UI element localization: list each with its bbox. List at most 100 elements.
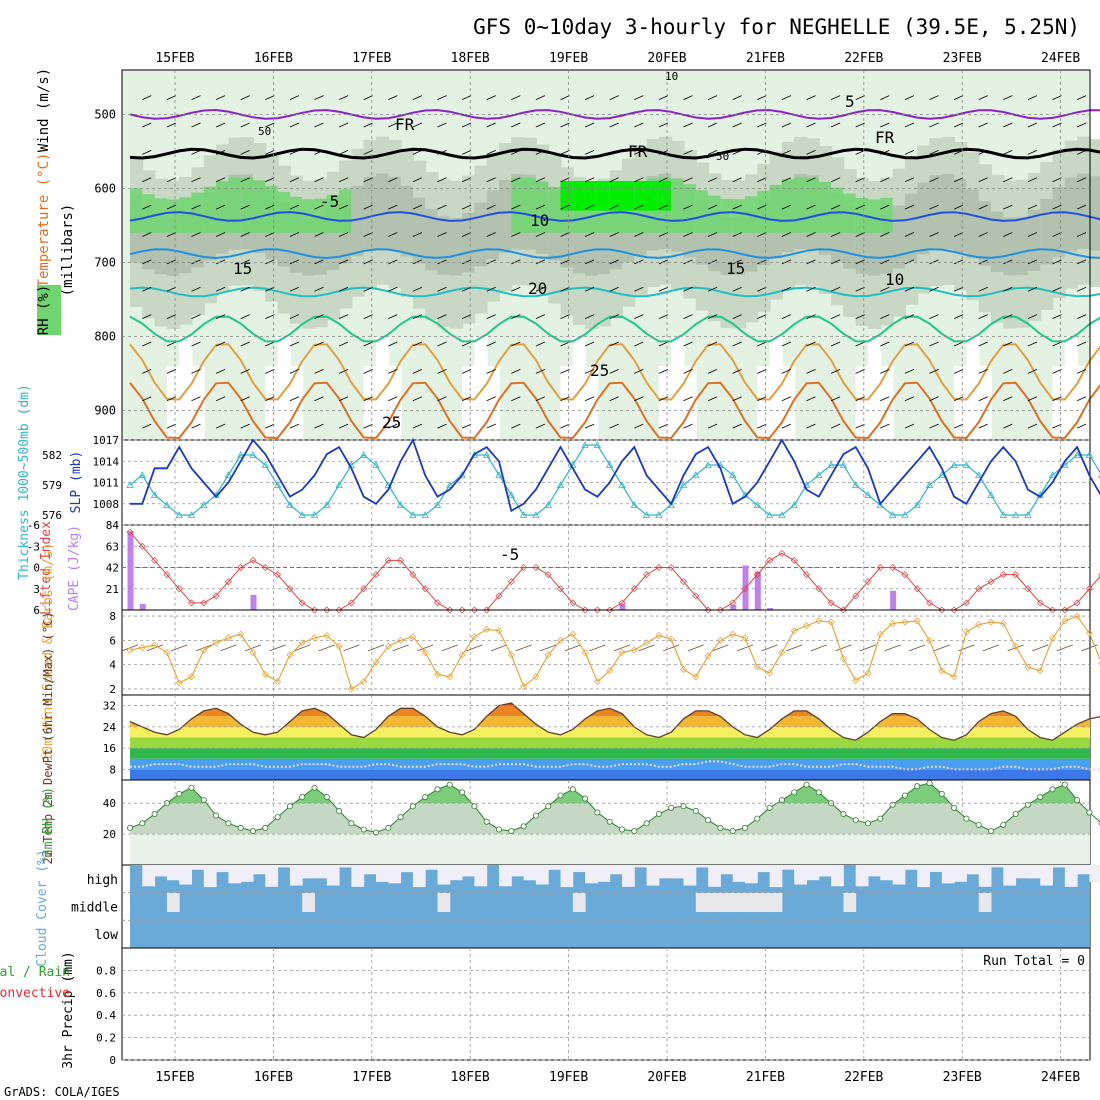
rh-band-dark	[499, 179, 513, 253]
thickness-line	[129, 444, 1100, 516]
wind-barb	[855, 122, 865, 128]
wind-barb	[1076, 286, 1087, 292]
rh-point	[545, 803, 552, 810]
wind-barb	[289, 149, 300, 155]
rh-band-green	[203, 186, 218, 233]
wind-barb	[338, 369, 349, 374]
li-point	[839, 606, 847, 614]
li-point	[716, 606, 724, 614]
wind10-point	[680, 666, 687, 673]
wind-barb	[166, 177, 177, 183]
wind-barb	[437, 286, 447, 292]
wind-barb	[560, 177, 570, 183]
wind10-point	[864, 669, 872, 677]
wind10-barb	[367, 644, 385, 652]
temp-line	[129, 702, 1100, 741]
li-point	[212, 592, 220, 600]
wind10-barb	[786, 644, 803, 652]
cloud-high-gap	[1040, 865, 1053, 886]
wind10-point	[249, 649, 257, 656]
wind10-point	[138, 644, 146, 652]
wind-barb	[830, 177, 841, 183]
rh-point	[877, 815, 884, 822]
wind-barb	[461, 396, 472, 402]
wind-barb	[658, 177, 669, 183]
wind-barb	[289, 423, 300, 429]
wind10-point	[434, 670, 441, 678]
wind10-point	[901, 618, 909, 626]
wind10-point	[606, 667, 614, 675]
wind-barb	[142, 204, 152, 210]
rh-point	[151, 811, 158, 818]
wind-barb	[191, 286, 201, 292]
thickness-point	[987, 491, 995, 498]
wind-barb	[486, 122, 496, 128]
wind-barb	[412, 122, 423, 128]
thickness-point	[409, 511, 417, 518]
wind-barb	[338, 149, 349, 155]
wind-barb	[806, 423, 816, 429]
cloud-high-gap	[462, 865, 475, 877]
wind10-point	[803, 622, 810, 630]
thickness-point	[692, 471, 700, 478]
wind10-point	[212, 639, 220, 647]
wind10-point	[409, 633, 417, 641]
wind-barb	[437, 423, 447, 429]
cape-bar	[754, 571, 761, 610]
wind-barb	[412, 369, 423, 374]
wind-barb	[707, 122, 718, 128]
wind-barb	[658, 423, 669, 429]
wind-barb	[904, 341, 915, 347]
wind-barb	[289, 95, 300, 100]
wind-barb	[1027, 286, 1038, 292]
wind10-point	[495, 627, 503, 635]
wind-barb	[929, 149, 939, 155]
rh-dry-gap	[191, 366, 205, 440]
thickness-point	[876, 501, 884, 508]
cloud-high-gap	[339, 865, 352, 868]
wind-barb	[978, 95, 988, 100]
wind-barb	[707, 95, 718, 100]
li-point	[950, 606, 958, 614]
isotherm-label: FR	[875, 128, 895, 147]
rh-band-dark	[1052, 186, 1066, 258]
cloud-row-label: high	[87, 873, 118, 888]
wind-barb	[781, 177, 792, 183]
wind-barb	[289, 177, 300, 183]
rh-dry-gap	[978, 366, 992, 440]
wind-barb	[1052, 314, 1062, 320]
cloud-high-gap	[289, 865, 303, 886]
wind-barb	[535, 396, 546, 402]
bottom-date-axis: 15FEB 16FEB 17FEB 18FEB 19FEB 20FEB 21FEB 22FEB…	[155, 1070, 1080, 1085]
rh-band-dark	[462, 212, 476, 273]
wind-barb	[215, 95, 226, 100]
li-point	[483, 606, 491, 614]
wind-barb	[757, 204, 767, 210]
temp-band	[130, 716, 1090, 727]
li-tick-label: -6	[27, 519, 40, 532]
rh-band-green	[130, 188, 144, 233]
cloud-high-gap	[351, 865, 365, 887]
cloud-high-gap	[991, 865, 1004, 868]
thickness-point	[704, 461, 712, 468]
isotherm-label: 20	[528, 279, 547, 298]
wind-barb	[166, 149, 177, 155]
wind-barb	[166, 204, 177, 210]
wind-barb	[781, 259, 792, 265]
thickness-point	[827, 461, 835, 468]
wind-barb	[486, 149, 496, 155]
wind-barb	[953, 423, 964, 429]
wind10-point	[618, 649, 626, 656]
wind-barb	[486, 423, 496, 429]
temp-band	[130, 705, 1090, 717]
wind10-point	[335, 642, 343, 650]
wind-barb	[880, 204, 890, 210]
wind-barb	[978, 177, 988, 183]
thickness-point	[852, 481, 860, 488]
li-point	[913, 585, 921, 593]
rh-point	[668, 804, 675, 811]
rh-band-green	[142, 194, 156, 233]
wind10-point	[926, 636, 933, 644]
li-point	[618, 599, 626, 607]
li-point	[237, 564, 245, 571]
